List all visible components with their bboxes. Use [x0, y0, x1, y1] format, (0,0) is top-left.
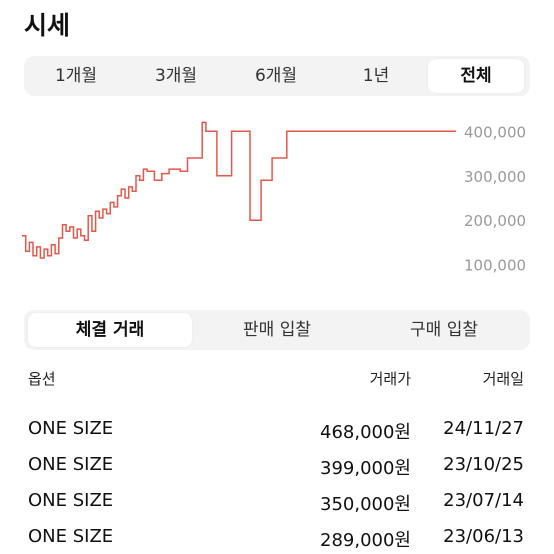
trade-tabs: 체결 거래 판매 입찰 구매 입찰	[24, 310, 530, 350]
option-cell: ONE SIZE	[28, 526, 114, 547]
header-price: 거래가	[369, 370, 411, 388]
y-tick-label: 100,000	[464, 257, 526, 275]
page-title: 시세	[24, 11, 71, 40]
date-cell: 23/10/25	[443, 454, 524, 475]
tab-3-months[interactable]: 3개월	[154, 66, 198, 86]
tab-sell-bids[interactable]: 판매 입찰	[243, 320, 311, 340]
price-chart: 400,000 300,000 200,000 100,000	[22, 121, 526, 275]
option-cell: ONE SIZE	[28, 490, 114, 511]
tab-6-months[interactable]: 6개월	[254, 66, 298, 86]
header-option: 옵션	[28, 370, 56, 388]
period-tabs: 1개월 3개월 6개월 1년 전체	[24, 56, 530, 96]
y-tick-label: 400,000	[464, 123, 526, 141]
price-cell: 350,000원	[320, 494, 411, 515]
price-cell: 289,000원	[320, 530, 411, 551]
tab-1-month[interactable]: 1개월	[54, 66, 98, 86]
header-date: 거래일	[482, 370, 524, 388]
tab-all[interactable]: 전체	[428, 59, 524, 93]
y-tick-label: 200,000	[464, 212, 526, 230]
option-cell: ONE SIZE	[28, 454, 114, 475]
price-line	[22, 121, 456, 259]
y-tick-label: 300,000	[464, 168, 526, 186]
price-cell: 468,000원	[320, 422, 411, 443]
date-cell: 24/11/27	[443, 418, 524, 439]
tab-1-year[interactable]: 1년	[362, 66, 390, 86]
option-cell: ONE SIZE	[28, 418, 114, 439]
price-cell: 399,000원	[320, 458, 411, 479]
tab-completed-trades[interactable]: 체결 거래	[28, 313, 192, 347]
date-cell: 23/07/14	[443, 490, 524, 511]
tab-buy-bids[interactable]: 구매 입찰	[410, 320, 478, 340]
date-cell: 23/06/13	[443, 526, 524, 547]
